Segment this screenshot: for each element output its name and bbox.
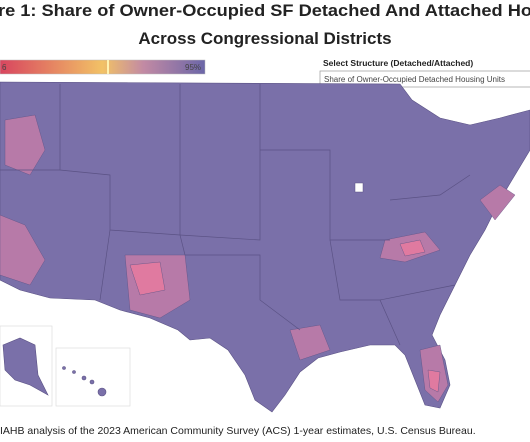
region — [129, 261, 166, 296]
map — [0, 81, 530, 413]
border — [260, 149, 390, 241]
us-outline — [0, 81, 530, 413]
island — [72, 370, 76, 374]
region — [0, 214, 46, 286]
legend-gradient — [0, 59, 206, 75]
legend-marker — [107, 60, 109, 74]
region — [427, 369, 441, 393]
filter-value[interactable]: Share of Owner-Occupied Detached Housing… — [324, 75, 505, 84]
region — [289, 324, 331, 361]
border — [99, 229, 111, 301]
island — [89, 379, 95, 385]
legend-min: 6 — [2, 63, 7, 72]
border — [185, 254, 301, 331]
lake — [354, 182, 364, 193]
island — [81, 375, 87, 381]
filter-label: Select Structure (Detached/Attached) — [323, 58, 473, 68]
title-line: Across Congressional Districts — [138, 29, 391, 48]
alaska — [2, 337, 49, 396]
border — [389, 174, 471, 201]
border — [329, 239, 401, 346]
border — [379, 284, 456, 301]
border — [179, 84, 186, 256]
island — [62, 366, 66, 370]
hawaii — [62, 366, 107, 397]
region — [399, 239, 426, 257]
island — [97, 387, 107, 397]
region — [479, 184, 516, 221]
region — [4, 114, 46, 176]
source-note: IAHB analysis of the 2023 American Commu… — [0, 425, 476, 437]
title-line: re 1: Share of Owner-Occupied SF Detache… — [0, 1, 530, 20]
filter-dropdown[interactable] — [319, 70, 530, 88]
legend-max: 95% — [185, 63, 201, 72]
hawaii-inset — [55, 347, 131, 407]
